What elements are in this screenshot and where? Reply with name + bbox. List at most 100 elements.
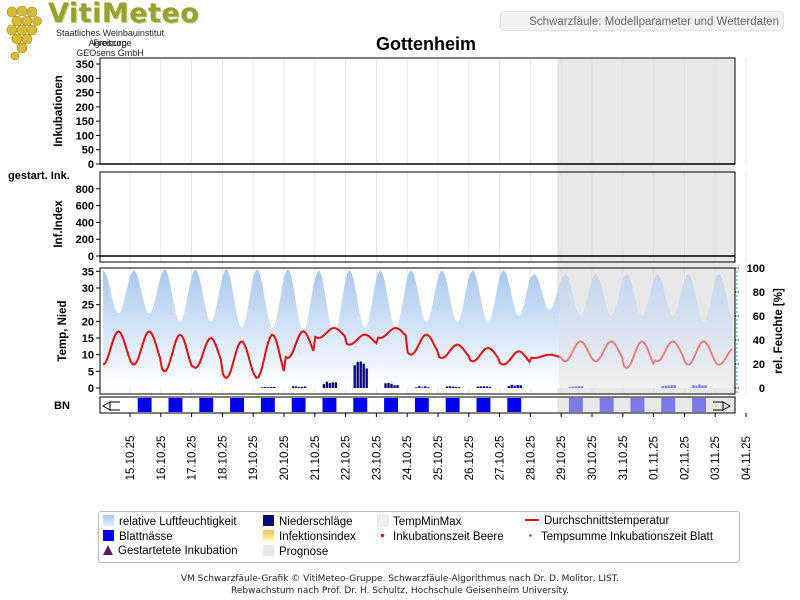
x-tick-label: 22.10.25 xyxy=(341,436,353,481)
x-tick-label: 20.10.25 xyxy=(279,436,291,481)
bn-label: BN xyxy=(54,400,70,412)
precipitation-bar xyxy=(303,386,307,388)
footer-line-1: VM Schwarzfäule-Grafik © VitiMeteo-Grupp… xyxy=(180,574,620,584)
precipitation-bar xyxy=(396,385,399,388)
leaf-wetness-bar xyxy=(199,398,214,412)
precipitation-bar xyxy=(673,385,676,388)
leaf-wetness-bar xyxy=(630,398,645,412)
leaf-wetness-bar xyxy=(260,398,275,412)
inkubationen-tick-label: 50 xyxy=(82,145,94,157)
triangle-icon xyxy=(103,545,113,555)
precipitation-bar xyxy=(667,385,670,388)
leaf-wetness-bar xyxy=(291,398,306,412)
precipitation-bar xyxy=(488,386,492,388)
precipitation-bar xyxy=(519,385,522,388)
precipitation-bar xyxy=(578,386,581,388)
humidity-area-forecast xyxy=(559,274,732,388)
legend: relative Luftfeuchtigkeit Niederschläge … xyxy=(98,511,740,563)
legend-item-started-incubation: Gestartetete Inkubation xyxy=(103,545,238,557)
temp-tick-label: 10 xyxy=(82,350,94,362)
panel-frame xyxy=(99,396,736,414)
legend-item-humidity: relative Luftfeuchtigkeit xyxy=(103,515,237,528)
precipitation-bar xyxy=(427,387,430,388)
legend-item-infindex: Infektionsindex xyxy=(263,530,356,543)
precipitation-bar xyxy=(334,382,338,388)
temp-tick-label: 5 xyxy=(88,366,94,378)
precipitation-bar xyxy=(516,385,519,388)
x-tick-label: 16.10.25 xyxy=(156,436,168,481)
logo-line-2: Agroscope xyxy=(88,38,132,48)
grape-logo-icon xyxy=(6,5,42,61)
precipitation-bar xyxy=(415,387,418,388)
precipitation-bar xyxy=(692,385,695,388)
x-tick-label: 23.10.25 xyxy=(371,436,383,481)
humidity-tick-label: 0 xyxy=(759,383,765,395)
x-tick-label: 21.10.25 xyxy=(310,436,322,481)
leaf-wetness-bar xyxy=(384,398,398,412)
precipitation-bar xyxy=(421,387,424,388)
precipitation-bar xyxy=(698,384,701,388)
inkubationen-tick-label: 100 xyxy=(76,130,94,142)
legend-item-precipitation: Niederschläge xyxy=(263,515,353,528)
inkubationen-tick-label: 250 xyxy=(76,88,94,100)
leaf-wetness-bar xyxy=(445,398,460,412)
precipitation-bar xyxy=(695,386,698,388)
legend-item-avgtemp: Durchschnittstemperatur xyxy=(525,515,669,527)
leaf-wetness-bar xyxy=(322,398,337,412)
precipitation-bar xyxy=(356,362,359,388)
inkubationen-axis-label: Inkubationen xyxy=(53,75,65,147)
x-tick-label: 25.10.25 xyxy=(433,436,445,481)
temp-tick-label: 20 xyxy=(82,316,94,328)
leaf-wetness-bar xyxy=(476,398,491,412)
precipitation-bar xyxy=(261,387,264,388)
leaf-wetness-bar xyxy=(692,398,706,412)
infindex-tick-label: 200 xyxy=(76,234,94,246)
scroll-left-icon xyxy=(101,401,120,411)
inkubationen-tick-label: 0 xyxy=(88,159,94,171)
precipitation-bar xyxy=(300,386,304,388)
x-tick-label: 19.10.25 xyxy=(248,436,260,481)
precipitation-bar xyxy=(479,386,483,388)
precipitation-bar xyxy=(365,368,368,388)
precipitation-bar xyxy=(418,386,421,388)
precipitation-bar xyxy=(328,383,332,388)
legend-item-tempminmax: TempMinMax xyxy=(377,515,461,528)
precipitation-bar xyxy=(393,385,396,388)
humidity-tick-label: 40 xyxy=(753,335,765,347)
precipitation-bar xyxy=(482,386,486,388)
leaf-wetness-bar xyxy=(230,398,244,412)
precipitation-bar xyxy=(325,381,329,388)
temperature-line xyxy=(102,326,560,380)
leaf-wetness-bar xyxy=(568,398,583,412)
x-tick-label: 31.10.25 xyxy=(618,436,630,481)
precipitation-bar xyxy=(581,386,584,388)
precipitation-bar xyxy=(384,383,387,388)
forecast-region-bn xyxy=(557,397,735,413)
inkubationen-tick-label: 150 xyxy=(76,116,94,128)
legend-item-incubation-berry: Inkubationszeit Beere xyxy=(377,530,504,543)
precipitation-bar xyxy=(273,387,276,388)
humidity-tick-label: 20 xyxy=(753,359,765,371)
x-tick-label: 15.10.25 xyxy=(125,436,137,481)
leaf-wetness-bar xyxy=(599,398,614,412)
leaf-wetness-bar xyxy=(507,398,522,412)
precipitation-bar xyxy=(661,386,664,388)
page-title: Gottenheim xyxy=(375,34,476,54)
precipitation-bar xyxy=(454,387,458,388)
temp-tick-label: 0 xyxy=(88,383,94,395)
footer-line-2: Rebwachstum nach Prof. Dr. H. Schultz, H… xyxy=(231,586,569,596)
precipitation-bar xyxy=(359,361,362,388)
precipitation-bar xyxy=(572,386,575,388)
precipitation-bar xyxy=(387,383,390,388)
precipitation-bar xyxy=(424,386,427,388)
header-badge: Schwarzfäule: Modellparameter und Wetter… xyxy=(500,11,784,31)
x-tick-label: 04.11.25 xyxy=(741,436,753,480)
precipitation-bar xyxy=(291,386,295,388)
precipitation-bar xyxy=(507,386,510,388)
precipitation-bar xyxy=(701,385,704,388)
humidity-tick-label: 80 xyxy=(753,287,765,299)
scroll-right-icon xyxy=(713,401,732,411)
humidity-tick-label: 60 xyxy=(753,311,765,323)
leaf-wetness-bar xyxy=(661,398,676,412)
logo-line-3: GEOsens GmbH xyxy=(76,48,144,58)
